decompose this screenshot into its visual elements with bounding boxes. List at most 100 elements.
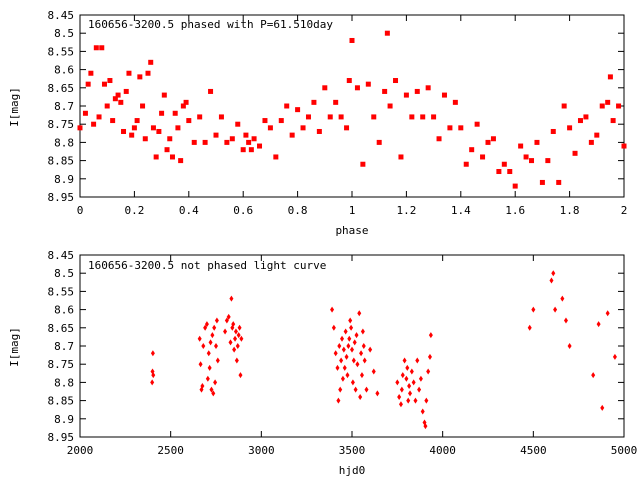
phased-data-point [311, 99, 317, 105]
unphased-data-point [409, 368, 414, 375]
unphased-data-point [215, 357, 220, 364]
phased-y-tick-label: 8.95 [48, 191, 75, 204]
phased-data-point [91, 121, 97, 127]
phased-chart-panel: 8.458.58.558.68.658.78.758.88.858.98.95 … [8, 9, 627, 237]
unphased-data-point [404, 375, 409, 382]
phased-data-point [148, 59, 154, 65]
phased-data-point [403, 92, 409, 98]
unphased-data-point [406, 397, 411, 404]
unphased-y-tick-label: 8.55 [48, 285, 75, 298]
phased-data-point [88, 70, 94, 76]
unphased-data-point [567, 343, 572, 349]
unphased-data-point [234, 357, 239, 364]
phased-data-point [118, 99, 124, 105]
phased-y-tick-label: 8.45 [48, 9, 75, 22]
unphased-data-point [335, 364, 340, 371]
unphased-data-point [395, 379, 400, 386]
phased-data-point [243, 132, 249, 138]
phased-data-point [567, 125, 573, 131]
unphased-data-point [340, 335, 345, 342]
phased-data-point [376, 139, 382, 145]
phased-x-tick-label: 1.6 [505, 204, 525, 217]
unphased-data-point [345, 372, 350, 379]
phased-data-point [126, 70, 132, 76]
unphased-data-point [151, 372, 156, 379]
phased-data-point [409, 114, 415, 120]
phased-data-point [273, 154, 279, 160]
unphased-data-point [563, 317, 568, 324]
phased-x-tick-label: 1.8 [560, 204, 580, 217]
unphased-data-point [342, 364, 347, 371]
phased-data-point [545, 158, 551, 164]
unphased-data-point [415, 357, 420, 364]
phased-y-axis-label: I[mag] [8, 87, 21, 127]
phased-data-point [371, 114, 377, 120]
phased-data-point [452, 99, 458, 105]
unphased-data-point [343, 328, 348, 335]
phased-data-point [610, 118, 616, 124]
phased-data-point [112, 96, 118, 102]
unphased-x-tick-label: 5000 [611, 444, 638, 457]
unphased-data-point [398, 401, 403, 408]
phased-data-point [382, 88, 388, 94]
unphased-data-point [350, 379, 355, 386]
unphased-data-point [238, 372, 243, 379]
phased-x-tick-label: 0.4 [179, 204, 199, 217]
phased-data-point [284, 103, 290, 109]
unphased-data-point [209, 386, 214, 393]
phased-data-point [316, 128, 322, 134]
phased-data-point [300, 125, 306, 131]
unphased-data-point [402, 357, 407, 364]
phased-data-point [121, 128, 127, 134]
unphased-data-point [205, 375, 210, 382]
unphased-data-point [362, 357, 367, 364]
phased-data-points [77, 30, 627, 189]
unphased-y-tick-label: 8.7 [54, 340, 74, 353]
phased-data-point [599, 103, 605, 109]
phased-data-point [267, 125, 273, 131]
unphased-chart-title: 160656-3200.5 not phased light curve [88, 259, 326, 272]
unphased-data-point [344, 353, 349, 360]
unphased-data-point [359, 350, 364, 357]
phased-data-point [96, 114, 102, 120]
unphased-data-point [231, 321, 236, 328]
phased-data-point [469, 147, 475, 153]
unphased-data-point [235, 343, 240, 349]
unphased-data-point [207, 364, 212, 371]
phased-x-tick-label: 1.4 [451, 204, 471, 217]
unphased-data-point [204, 321, 209, 328]
phased-data-point [278, 118, 284, 124]
unphased-data-point [553, 306, 558, 313]
unphased-data-point [213, 379, 218, 386]
phased-data-point [262, 118, 268, 124]
phased-data-point [175, 125, 181, 131]
unphased-data-point [197, 335, 202, 342]
unphased-data-point [237, 324, 242, 331]
unphased-data-point [600, 404, 605, 411]
phased-data-point [327, 114, 333, 120]
unphased-data-point [527, 324, 532, 331]
phased-data-point [431, 114, 437, 120]
phased-data-point [616, 103, 622, 109]
unphased-data-point [210, 332, 215, 339]
phased-data-point [213, 132, 219, 138]
unphased-y-tick-label: 8.65 [48, 322, 75, 335]
unphased-x-tick-label: 3000 [248, 444, 275, 457]
phased-data-point [480, 154, 486, 160]
unphased-data-point [214, 317, 219, 324]
phased-data-point [85, 81, 91, 87]
phased-data-point [82, 110, 88, 116]
phased-data-point [588, 139, 594, 145]
phased-data-point [539, 179, 545, 185]
unphased-data-point [239, 335, 244, 342]
unphased-data-point [420, 408, 425, 415]
unphased-data-point [375, 390, 380, 397]
phased-data-point [123, 88, 129, 94]
phased-data-point [594, 132, 600, 138]
phased-chart-title: 160656-3200.5 phased with P=61.510day [88, 18, 333, 31]
phased-data-point [240, 147, 246, 153]
phased-data-point [360, 161, 366, 167]
phased-data-point [512, 183, 518, 189]
phased-data-point [501, 161, 507, 167]
